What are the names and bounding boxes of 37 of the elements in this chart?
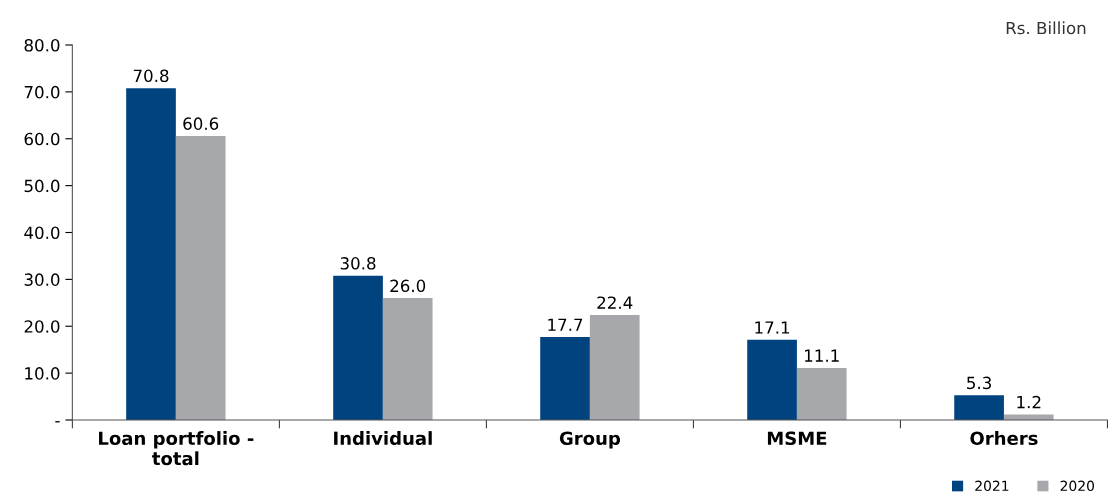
y-tick-label: 50.0 xyxy=(24,179,60,193)
bar xyxy=(954,395,1004,420)
data-label: 1.2 xyxy=(1017,395,1041,409)
y-tick-label: 20.0 xyxy=(24,320,60,333)
bar xyxy=(796,367,847,420)
bar xyxy=(126,88,176,420)
bar xyxy=(747,339,797,420)
data-label: 5.3 xyxy=(967,376,991,390)
x-tick-label: Group xyxy=(559,431,621,449)
x-tick-label: Loan portfolio - total xyxy=(99,431,254,466)
data-label: 17.1 xyxy=(755,321,790,334)
data-label: 17.7 xyxy=(548,318,583,331)
data-label: 60.6 xyxy=(183,117,219,130)
data-label: 11.1 xyxy=(805,349,839,362)
x-tick-label: Orhers xyxy=(970,431,1038,446)
bar xyxy=(540,337,590,420)
bar xyxy=(589,315,640,420)
y-tick-label: - xyxy=(55,421,60,423)
bar xyxy=(382,298,433,420)
legend-label: 2020 xyxy=(1060,480,1095,492)
data-label: 70.8 xyxy=(133,69,169,83)
legend-label: 2021 xyxy=(975,480,1009,492)
bar xyxy=(175,135,226,420)
y-tick-label: 10.0 xyxy=(25,367,60,380)
data-label: 22.4 xyxy=(597,296,633,309)
data-label: 30.8 xyxy=(340,257,376,270)
data-label: 26.0 xyxy=(390,279,426,293)
bar xyxy=(333,275,383,420)
bar xyxy=(1003,414,1054,420)
y-tick-label: 60.0 xyxy=(24,132,60,146)
y-tick-label: 80.0 xyxy=(24,38,60,52)
y-tick-label: 30.0 xyxy=(24,273,60,286)
x-tick-label: Individual xyxy=(334,431,432,446)
y-tick-label: 70.0 xyxy=(24,85,60,99)
x-tick-label: MSME xyxy=(767,431,827,446)
text: Rs. Billion xyxy=(1006,21,1086,35)
y-tick-label: 40.0 xyxy=(24,226,60,240)
